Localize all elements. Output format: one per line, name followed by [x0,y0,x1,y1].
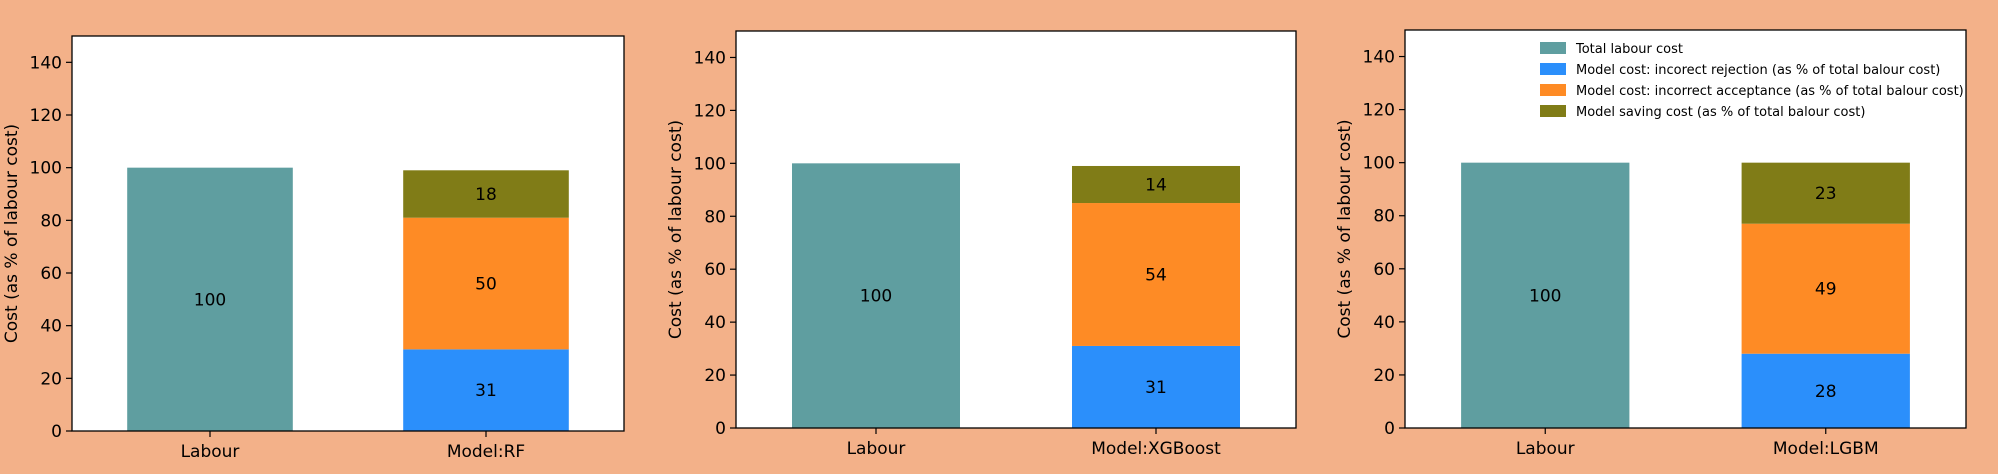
bar-segment-2 [1072,203,1240,346]
y-tick-label: 0 [51,422,62,442]
legend-swatch-1 [1540,42,1566,54]
y-tick-label: 60 [40,264,62,284]
bar-segment-3 [403,170,569,218]
bar-segment-2 [403,217,569,350]
x-tick-label: Model:LGBM [1773,439,1879,459]
chart-panel-1: 100 31 50 18 0 20 40 60 80 100 120 140 Labour Model:R… [2,35,625,462]
bar-segment-1 [403,349,569,431]
chart-panel-3: 100 28 49 23 0 20 40 60 80 100 120 140 Labour Model:L… [1335,29,1967,459]
legend-entry-2: Model cost: incorect rejection (as % of … [1576,63,1940,78]
y-tick-label: 140 [694,48,726,68]
x-tick-label: Labour [847,439,906,459]
x-tick-label: Labour [181,442,240,462]
y-tick-label: 120 [1363,101,1395,121]
legend-swatch-4 [1540,105,1566,117]
plot-frame [1404,29,1967,429]
data-label-segment-1: 31 [1145,378,1167,398]
plot-frame [735,30,1297,429]
bar-segment-3 [1741,162,1910,224]
data-label-segment-1: 28 [1815,382,1837,402]
y-axis-label: Cost (as % of labour cost) [666,120,686,339]
y-tick-label: 60 [1373,260,1395,280]
data-label-labour: 100 [194,290,226,310]
bar-labour [792,163,960,429]
legend-swatch-2 [1540,63,1566,75]
y-tick-label: 80 [1373,207,1395,227]
bar-segment-2 [1741,223,1910,354]
y-tick-label: 40 [40,317,62,337]
y-axis-label: Cost (as % of labour cost) [1335,119,1355,338]
x-tick-label: Model:RF [447,442,525,462]
data-label-labour: 100 [1529,286,1561,306]
y-tick-label: 0 [1384,419,1395,439]
data-label-segment-3: 23 [1815,184,1837,204]
x-tick-label: Labour [1516,439,1575,459]
y-tick-label: 20 [40,369,62,389]
legend-entry-1: Total labour cost [1575,42,1683,57]
y-tick-label: 80 [704,207,726,227]
bar-labour [1461,162,1630,428]
y-tick-label: 0 [715,419,726,439]
legend-entry-3: Model cost: incorrect acceptance (as % o… [1576,84,1964,99]
legend: Total labour cost Model cost: incorect re… [1540,42,1964,120]
data-label-segment-2: 50 [475,275,497,295]
data-label-segment-3: 18 [475,185,497,205]
y-tick-label: 120 [30,106,62,126]
bar-segment-1 [1741,353,1910,428]
bar-segment-1 [1072,345,1240,428]
x-tick-label: Model:XGBoost [1091,439,1221,459]
plot-frame [71,35,625,432]
y-tick-label: 140 [1363,48,1395,68]
y-tick-label: 20 [1373,366,1395,386]
data-label-segment-1: 31 [475,381,497,401]
y-tick-label: 80 [40,211,62,231]
y-axis-label: Cost (as % of labour cost) [2,124,22,343]
y-tick-label: 100 [694,154,726,174]
legend-swatch-3 [1540,84,1566,96]
data-label-segment-2: 49 [1815,280,1837,300]
y-tick-label: 40 [1373,313,1395,333]
y-tick-label: 100 [1363,154,1395,174]
y-tick-label: 120 [694,101,726,121]
bar-segment-3 [1072,165,1240,204]
y-tick-label: 140 [30,53,62,73]
bar-labour [127,167,293,431]
data-label-segment-2: 54 [1145,265,1167,285]
y-tick-label: 60 [704,260,726,280]
data-label-segment-3: 14 [1145,176,1167,196]
legend-entry-4: Model saving cost (as % of total balour … [1576,105,1865,120]
y-tick-label: 40 [704,313,726,333]
y-tick-label: 20 [704,366,726,386]
data-label-labour: 100 [860,287,892,307]
y-tick-label: 100 [30,159,62,179]
